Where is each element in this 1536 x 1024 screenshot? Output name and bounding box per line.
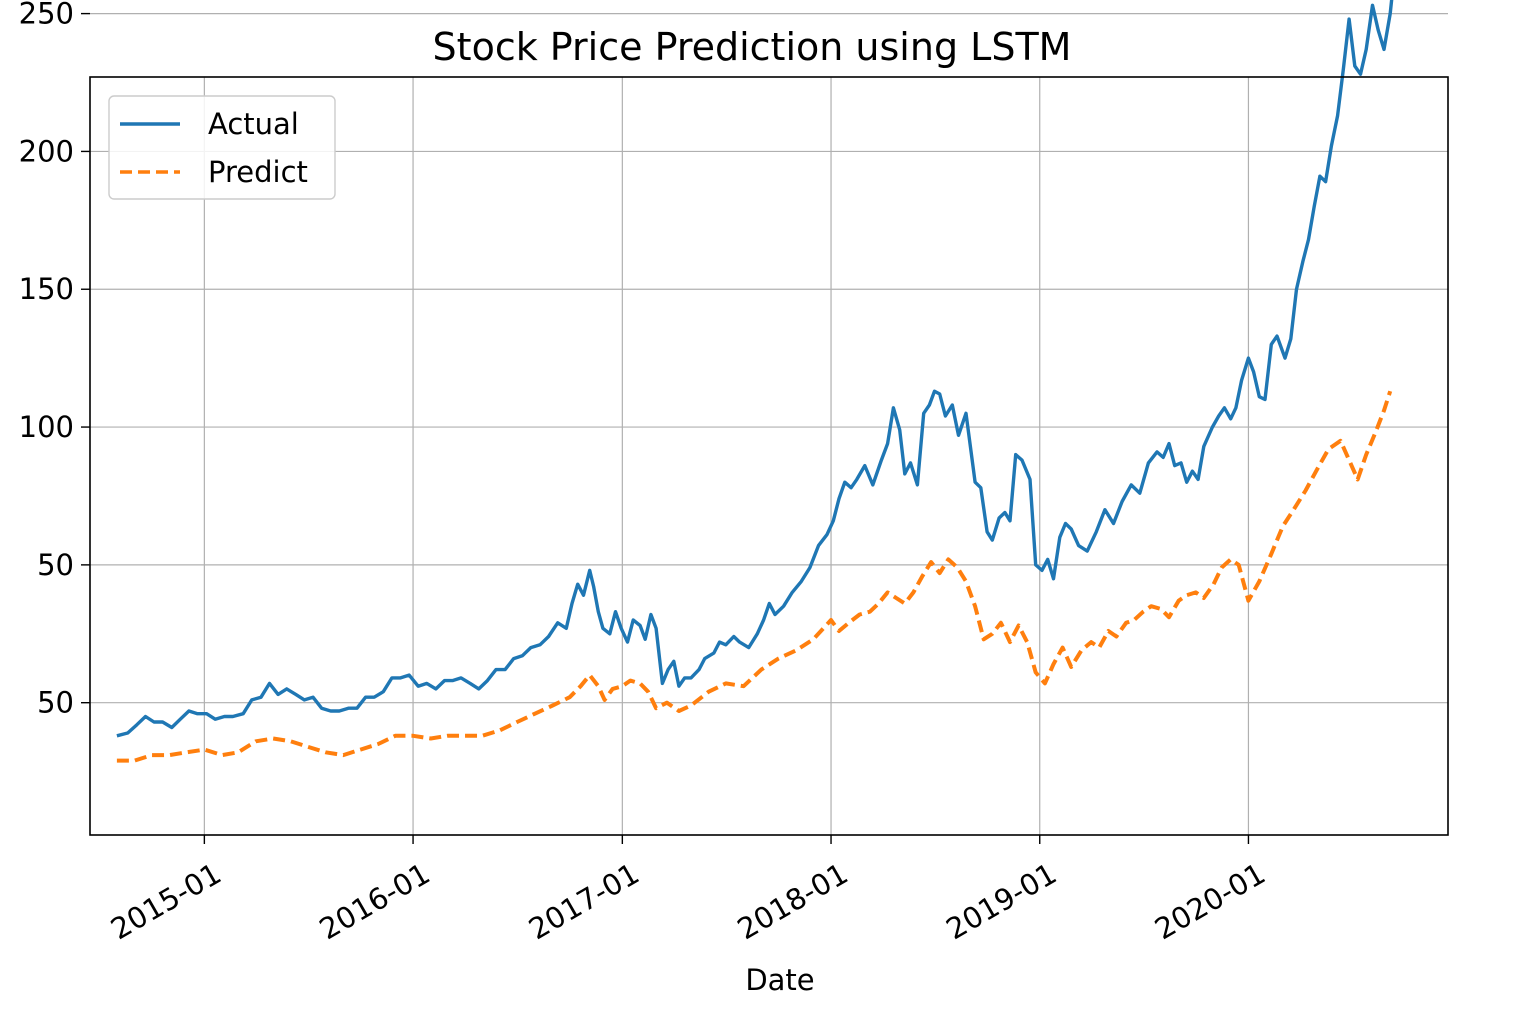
y-tick-label: 150 [19,272,74,306]
legend-label: Actual [208,107,299,141]
y-tick-label: 200 [19,134,74,168]
y-tick-label: 100 [19,410,74,444]
series-line-predict [116,390,1393,763]
series-line-actual [116,0,1394,738]
legend-label: Predict [208,155,308,189]
series-lines [116,0,1394,763]
legend: Actual Predict [108,95,336,200]
chart-title: Stock Price Prediction using LSTM [433,25,1072,69]
plot-frame [89,76,1449,836]
y-tick-label: 250 [19,0,74,31]
y-axis: 50 50 100 150 200 250 [19,0,90,720]
y-tick-label: 50 [37,548,74,582]
grid [90,13,1448,835]
x-axis-label: Date [745,963,814,997]
y-tick-label: 50 [37,686,74,720]
